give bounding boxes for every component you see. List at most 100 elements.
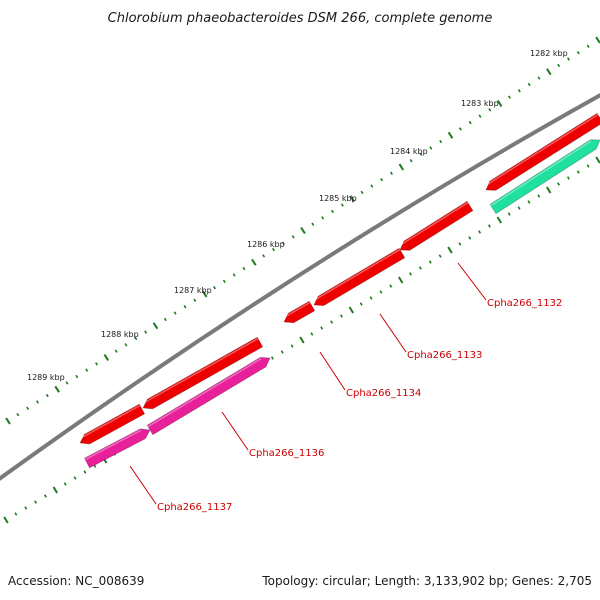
outer-tick: [173, 311, 177, 315]
leader-line-1134: [319, 351, 346, 391]
gene-track: [77, 112, 600, 469]
outer-tick: [517, 89, 521, 93]
gene-cpha266-1133[interactable]: [399, 200, 474, 251]
outer-tick: [586, 44, 590, 49]
outer-tick: [321, 216, 325, 220]
outer-tick: [567, 57, 570, 61]
inner-tick: [348, 306, 355, 314]
inner-tick: [576, 170, 580, 174]
gene-label-1132[interactable]: Cpha266_1132: [487, 298, 562, 309]
outer-tick: [232, 273, 236, 277]
kbp-label-1288: 1288 kbp: [101, 330, 139, 339]
kbp-label-1289: 1289 kbp: [27, 373, 65, 382]
outer-tick: [144, 330, 148, 334]
gene-label-1133[interactable]: Cpha266_1133: [407, 350, 482, 361]
outer-tick: [409, 158, 413, 163]
gene-cpha266-1136[interactable]: [146, 356, 271, 436]
gene-cpha266-1132[interactable]: [485, 112, 600, 191]
gene-cpha266-1134[interactable]: [313, 247, 406, 307]
inner-tick: [438, 254, 442, 258]
inner-tick: [428, 260, 432, 264]
inner-tick: [359, 302, 363, 306]
inner-tick: [52, 486, 59, 494]
gene-cpha266-1136-red[interactable]: [142, 336, 264, 410]
outer-tick: [331, 209, 334, 214]
leader-line-1137: [129, 465, 157, 505]
outer-tick: [114, 349, 118, 353]
gene-small-red[interactable]: [283, 300, 316, 324]
gene-cpha266-1132-bevel: [483, 113, 599, 188]
outer-tick: [311, 222, 315, 226]
inner-tick: [478, 230, 482, 234]
inner-tick: [63, 482, 67, 486]
outer-tick: [262, 254, 266, 258]
leader-line-1132: [457, 262, 487, 301]
inner-tick: [320, 326, 324, 330]
outer-tick: [134, 336, 138, 341]
map-title: Chlorobium phaeobacteroides DSM 266, com…: [108, 11, 493, 26]
inner-tick: [34, 500, 38, 504]
inner-tick: [280, 350, 284, 354]
outer-tick: [193, 298, 197, 303]
outer-tick: [557, 63, 561, 68]
outer-tick: [26, 406, 30, 410]
inner-tick: [409, 272, 412, 276]
outer-tick: [16, 412, 20, 417]
outer-tick: [439, 139, 443, 144]
outer-tick: [5, 417, 11, 425]
gene-label-1136[interactable]: Cpha266_1136: [249, 448, 324, 459]
inner-tick: [44, 494, 47, 498]
outer-tick: [103, 354, 110, 361]
outer-tick: [281, 241, 285, 245]
outer-tick: [222, 279, 226, 283]
outer-tick: [496, 100, 503, 107]
outer-tick: [429, 146, 433, 150]
outer-tick: [251, 258, 257, 266]
inner-tick: [418, 266, 422, 270]
gene-teal[interactable]: [489, 139, 600, 215]
gene-cpha266-1134-bevel: [311, 248, 401, 303]
inner-tick: [369, 296, 373, 300]
outer-tick: [447, 131, 454, 139]
outer-tick: [300, 227, 306, 234]
kbp-label-1286: 1286 kbp: [247, 240, 285, 249]
outer-tick: [576, 51, 580, 55]
inner-tick: [340, 314, 343, 318]
gene-cpha266-1137-red[interactable]: [79, 403, 146, 445]
outer-tick: [380, 178, 384, 182]
inner-tick: [447, 246, 453, 254]
gene-cpha266-1137[interactable]: [83, 428, 151, 469]
inner-tick: [389, 284, 393, 288]
outer-tick: [595, 36, 600, 44]
outer-tick: [163, 317, 167, 322]
outer-tick: [54, 385, 60, 393]
outer-tick: [291, 235, 295, 239]
kbp-label-1283: 1283 kbp: [461, 99, 499, 108]
gene-cpha266-1136-red-bevel: [140, 337, 259, 406]
outer-tick: [390, 171, 393, 176]
inner-tick: [507, 212, 511, 216]
gene-label-1134[interactable]: Cpha266_1134: [346, 388, 421, 399]
inner-tick: [397, 276, 404, 284]
outer-tick: [85, 368, 89, 372]
outer-tick: [95, 362, 98, 366]
inner-tick: [595, 156, 600, 164]
inner-tick: [496, 216, 503, 224]
gene-label-1137[interactable]: Cpha266_1137: [157, 502, 232, 513]
outer-tick: [242, 266, 246, 271]
inner-tick: [468, 236, 472, 240]
inner-tick: [586, 164, 590, 168]
outer-tick: [468, 120, 472, 125]
outer-tick: [488, 108, 492, 112]
outer-tick: [201, 290, 208, 298]
inner-tick: [270, 356, 274, 360]
outer-tick: [370, 184, 374, 188]
inner-tick: [566, 176, 570, 180]
inner-tick: [517, 206, 521, 210]
inner-tick: [14, 512, 18, 516]
inner-tick: [24, 506, 28, 510]
outer-tick: [75, 374, 79, 379]
outer-tick: [527, 82, 531, 87]
outer-tick: [65, 381, 69, 385]
